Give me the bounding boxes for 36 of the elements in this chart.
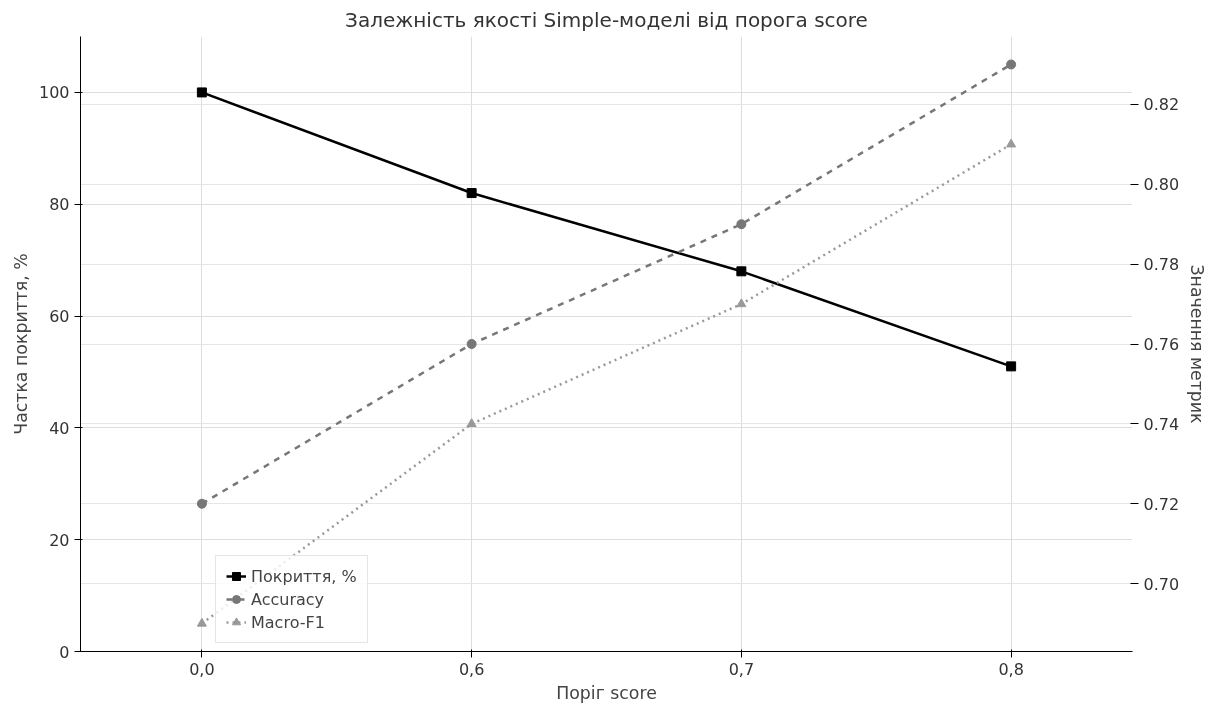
- point: [1006, 59, 1017, 70]
- point: [196, 498, 207, 509]
- x-axis-title: Поріг score: [556, 682, 657, 703]
- y2-tick-label: 0.80: [1143, 175, 1180, 195]
- point: [736, 219, 747, 230]
- legend-label: Покриття, %: [251, 566, 357, 586]
- y-tick-label: 40: [49, 418, 70, 438]
- legend-label: Macro-F1: [251, 612, 325, 632]
- y2-tick-label: 0.82: [1143, 95, 1180, 115]
- y-tick-label: 20: [49, 530, 70, 550]
- point: [466, 188, 477, 199]
- point: [1006, 138, 1017, 148]
- point: [736, 298, 747, 308]
- chart-title: Залежність якості Simple-моделі від порога score: [345, 7, 868, 32]
- point: [1006, 361, 1017, 372]
- y2-tick-label: 0.74: [1143, 414, 1180, 434]
- y2-tick-label: 0.72: [1143, 494, 1180, 514]
- x-tick-label: 0,0: [189, 659, 215, 679]
- y2-tick-label: 0.70: [1143, 574, 1180, 594]
- y-axis-title: Частка покриття, %: [10, 253, 31, 435]
- x-tick-label: 0,6: [458, 659, 485, 679]
- point: [196, 87, 207, 98]
- y2-tick-label: 0.78: [1143, 255, 1180, 275]
- x-tick-label: 0,7: [728, 659, 755, 679]
- point: [196, 617, 207, 627]
- y2-axis-title: Значення метрик: [1187, 264, 1208, 424]
- y2-tick-label: 0.76: [1143, 335, 1180, 354]
- y-tick-label: 0: [59, 642, 70, 662]
- y-tick-label: 60: [49, 307, 70, 327]
- y-tick-label: 80: [49, 195, 70, 215]
- legend-label: Accuracy: [251, 589, 325, 609]
- point: [736, 266, 747, 277]
- y-tick-label: 100: [38, 83, 70, 103]
- x-tick-label: 0,8: [998, 659, 1024, 679]
- point: [466, 339, 477, 349]
- point: [466, 418, 477, 427]
